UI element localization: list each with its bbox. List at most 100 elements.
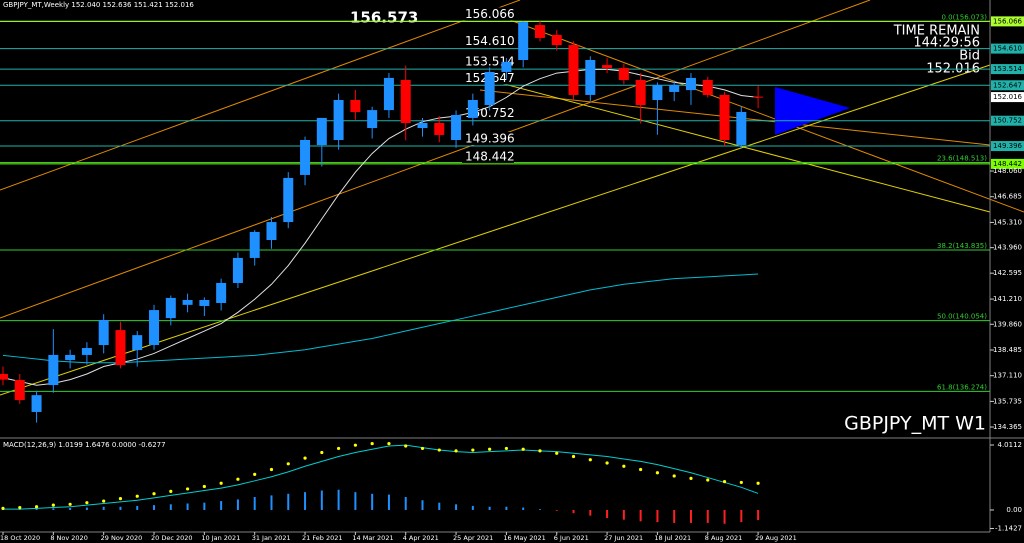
level-axis-box <box>991 141 1024 152</box>
level-label: 149.396 <box>465 132 515 146</box>
macd-bar <box>488 506 491 510</box>
macd-bar <box>656 509 659 523</box>
macd-bar <box>740 509 743 523</box>
candle-body <box>719 94 730 140</box>
macd-bar <box>606 509 609 519</box>
macd-dot <box>672 474 676 478</box>
candle-body <box>300 139 311 175</box>
x-tick-label: 10 Jan 2021 <box>201 534 240 542</box>
level-axis-box <box>991 43 1024 54</box>
macd-dot <box>320 450 324 455</box>
level-label: 154.610 <box>465 34 515 48</box>
x-tick-label: 21 Feb 2021 <box>302 534 342 542</box>
level-axis-box <box>991 80 1024 91</box>
macd-bar <box>85 507 88 510</box>
macd-dot <box>286 462 290 466</box>
candle-body <box>316 117 327 146</box>
fib-label: 0.0(156.073) <box>941 13 987 21</box>
y-tick-label: 4.0112 <box>998 441 1023 449</box>
candle-body <box>199 299 210 306</box>
macd-bar <box>689 509 692 523</box>
macd-dot <box>353 443 357 447</box>
y-tick-label: 148.060 <box>993 167 1022 175</box>
macd-dot <box>337 446 341 451</box>
macd-dot <box>68 502 72 506</box>
candle-body <box>0 374 8 380</box>
y-tick-label: 0.00 <box>1006 506 1022 514</box>
trend-channel <box>0 0 521 191</box>
y-tick-label: 141.210 <box>993 295 1022 303</box>
macd-bar <box>455 504 458 510</box>
candle-body <box>182 299 193 305</box>
x-tick-label: 18 Jul 2021 <box>654 534 691 542</box>
macd-bar <box>35 508 38 510</box>
candle-body <box>98 319 109 346</box>
time-remain-value: 144:29:56 <box>913 36 980 51</box>
candle-body <box>702 79 713 95</box>
time-remain-label: TIME REMAIN <box>893 24 980 39</box>
level-axis-box <box>991 158 1024 169</box>
level-label-bg <box>462 7 514 21</box>
x-tick-label: 25 Apr 2021 <box>453 534 493 542</box>
y-tick-label: 138.485 <box>993 346 1022 354</box>
candle-body <box>383 77 394 111</box>
candle-body <box>81 348 92 355</box>
candle-body <box>484 71 495 106</box>
level-axis-box <box>991 16 1024 27</box>
level-axis-box <box>991 64 1024 75</box>
macd-bar <box>404 497 407 510</box>
macd-dot <box>269 467 274 472</box>
candle-body <box>48 354 59 386</box>
y-tick-label: 135.735 <box>993 397 1022 405</box>
macd-dot <box>85 501 89 505</box>
candle-body <box>736 111 747 146</box>
level-axis-box <box>991 115 1024 126</box>
candle-body <box>249 231 260 258</box>
macd-bar <box>387 494 390 510</box>
y-tick-label: 142.595 <box>993 269 1022 277</box>
level-axis-label: 150.752 <box>993 117 1022 125</box>
candle-body <box>534 25 545 38</box>
candle-body <box>551 34 562 46</box>
candle-body <box>232 257 243 283</box>
y-tick-label: 145.310 <box>993 218 1022 226</box>
macd-dot <box>219 481 223 485</box>
candle-body <box>132 335 143 351</box>
candle-body <box>434 122 445 135</box>
macd-dot <box>504 446 508 451</box>
macd-bar <box>723 509 726 524</box>
macd-dot <box>236 477 240 481</box>
macd-dot <box>34 505 39 509</box>
macd-dot <box>135 494 139 498</box>
candle-body <box>417 122 428 129</box>
macd-bar <box>203 502 206 510</box>
x-tick-label: 20 Dec 2020 <box>151 534 193 542</box>
macd-bar <box>270 495 273 510</box>
macd-bar <box>622 509 625 520</box>
macd-dot <box>202 484 206 489</box>
macd-dot <box>1 506 5 510</box>
macd-bar <box>69 508 72 510</box>
x-tick-label: 4 Apr 2021 <box>403 534 439 542</box>
macd-bar <box>169 504 172 510</box>
macd-bar <box>706 509 709 523</box>
x-tick-label: 6 Jun 2021 <box>554 534 589 542</box>
trend-channel <box>479 89 991 146</box>
macd-bar <box>589 509 592 516</box>
candle-body <box>31 395 42 412</box>
fib-label: 23.6(148.513) <box>937 155 987 163</box>
macd-dot <box>152 492 156 496</box>
moving-average <box>2 273 759 364</box>
macd-dot <box>387 441 391 446</box>
y-tick-label: 134.365 <box>993 423 1022 431</box>
fib-label: 38.2(143.835) <box>937 242 987 250</box>
level-axis-label: 153.514 <box>993 65 1022 73</box>
macd-bar <box>555 509 558 511</box>
macd-bar <box>153 505 156 510</box>
level-label-bg <box>462 149 514 163</box>
fib-label: 61.8(136.274) <box>937 383 987 391</box>
level-axis-label: 156.066 <box>993 17 1022 25</box>
macd-dot <box>588 458 592 462</box>
macd-dot <box>756 481 760 485</box>
macd-dot <box>655 471 660 475</box>
